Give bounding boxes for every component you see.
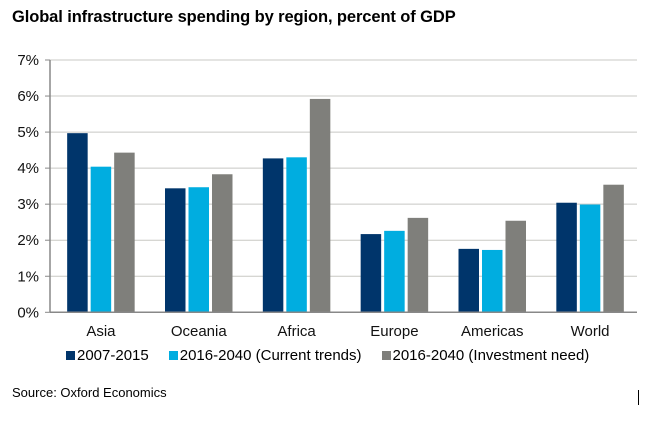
bar-europe-series-0 (360, 234, 382, 313)
bar-asia-series-0 (67, 133, 88, 313)
bar-world-series-1 (579, 204, 601, 313)
bar-oceania-series-1 (188, 187, 209, 313)
bar-europe-series-2 (407, 217, 429, 313)
x-category-label: Americas (461, 323, 524, 340)
y-tick-label: 4% (17, 160, 39, 177)
source-note: Source: Oxford Economics (12, 385, 167, 400)
legend-item-2007-2015: 2007-2015 (66, 347, 149, 364)
x-category-label: World (571, 323, 610, 340)
bars (67, 98, 624, 313)
x-category-label: Africa (277, 323, 316, 340)
y-tick-label: 1% (17, 268, 39, 285)
legend-swatch (381, 351, 391, 360)
bar-europe-series-1 (384, 230, 405, 313)
legend-swatch (66, 351, 75, 360)
bar-asia-series-1 (90, 166, 112, 313)
chart-title: Global infrastructure spending by region… (12, 8, 456, 26)
x-category-label: Asia (86, 323, 116, 340)
y-tick-label: 5% (17, 124, 39, 141)
legend-swatch (168, 351, 178, 360)
bar-asia-series-2 (114, 152, 135, 313)
y-tick-label: 7% (17, 52, 39, 69)
x-category-label: Europe (370, 323, 418, 340)
x-category-label: Oceania (171, 323, 228, 340)
legend-item-current-trends: 2016-2040 (Current trends) (168, 347, 362, 364)
bar-world-series-0 (556, 202, 577, 313)
legend-item-investment-need: 2016-2040 (Investment need) (381, 347, 590, 364)
legend-label: 2016-2040 (Current trends) (179, 347, 362, 364)
bar-africa-series-0 (262, 158, 284, 313)
bar-oceania-series-2 (212, 174, 233, 313)
y-tick-label: 0% (17, 304, 39, 321)
legend-label: 2007-2015 (77, 347, 149, 364)
bar-africa-series-2 (309, 98, 331, 313)
bar-americas-series-2 (505, 220, 526, 313)
text-cursor (638, 390, 639, 405)
y-tick-label: 6% (17, 88, 39, 105)
gridlines (50, 59, 637, 277)
y-axis-ticks: 0% 1% 2% 3% 4% 5% 6% 7% (17, 52, 50, 321)
bar-americas-series-1 (482, 249, 503, 313)
legend: 2007-2015 2016-2040 (Current trends) 201… (66, 347, 589, 364)
bar-oceania-series-0 (165, 188, 186, 313)
y-tick-label: 2% (17, 232, 39, 249)
y-tick-label: 3% (17, 196, 39, 213)
bar-africa-series-1 (286, 157, 307, 313)
bar-americas-series-0 (458, 248, 479, 313)
bar-world-series-2 (603, 184, 624, 313)
x-axis-categories: Asia Oceania Africa Europe Americas World (86, 323, 609, 340)
legend-label: 2016-2040 (Investment need) (392, 347, 590, 364)
